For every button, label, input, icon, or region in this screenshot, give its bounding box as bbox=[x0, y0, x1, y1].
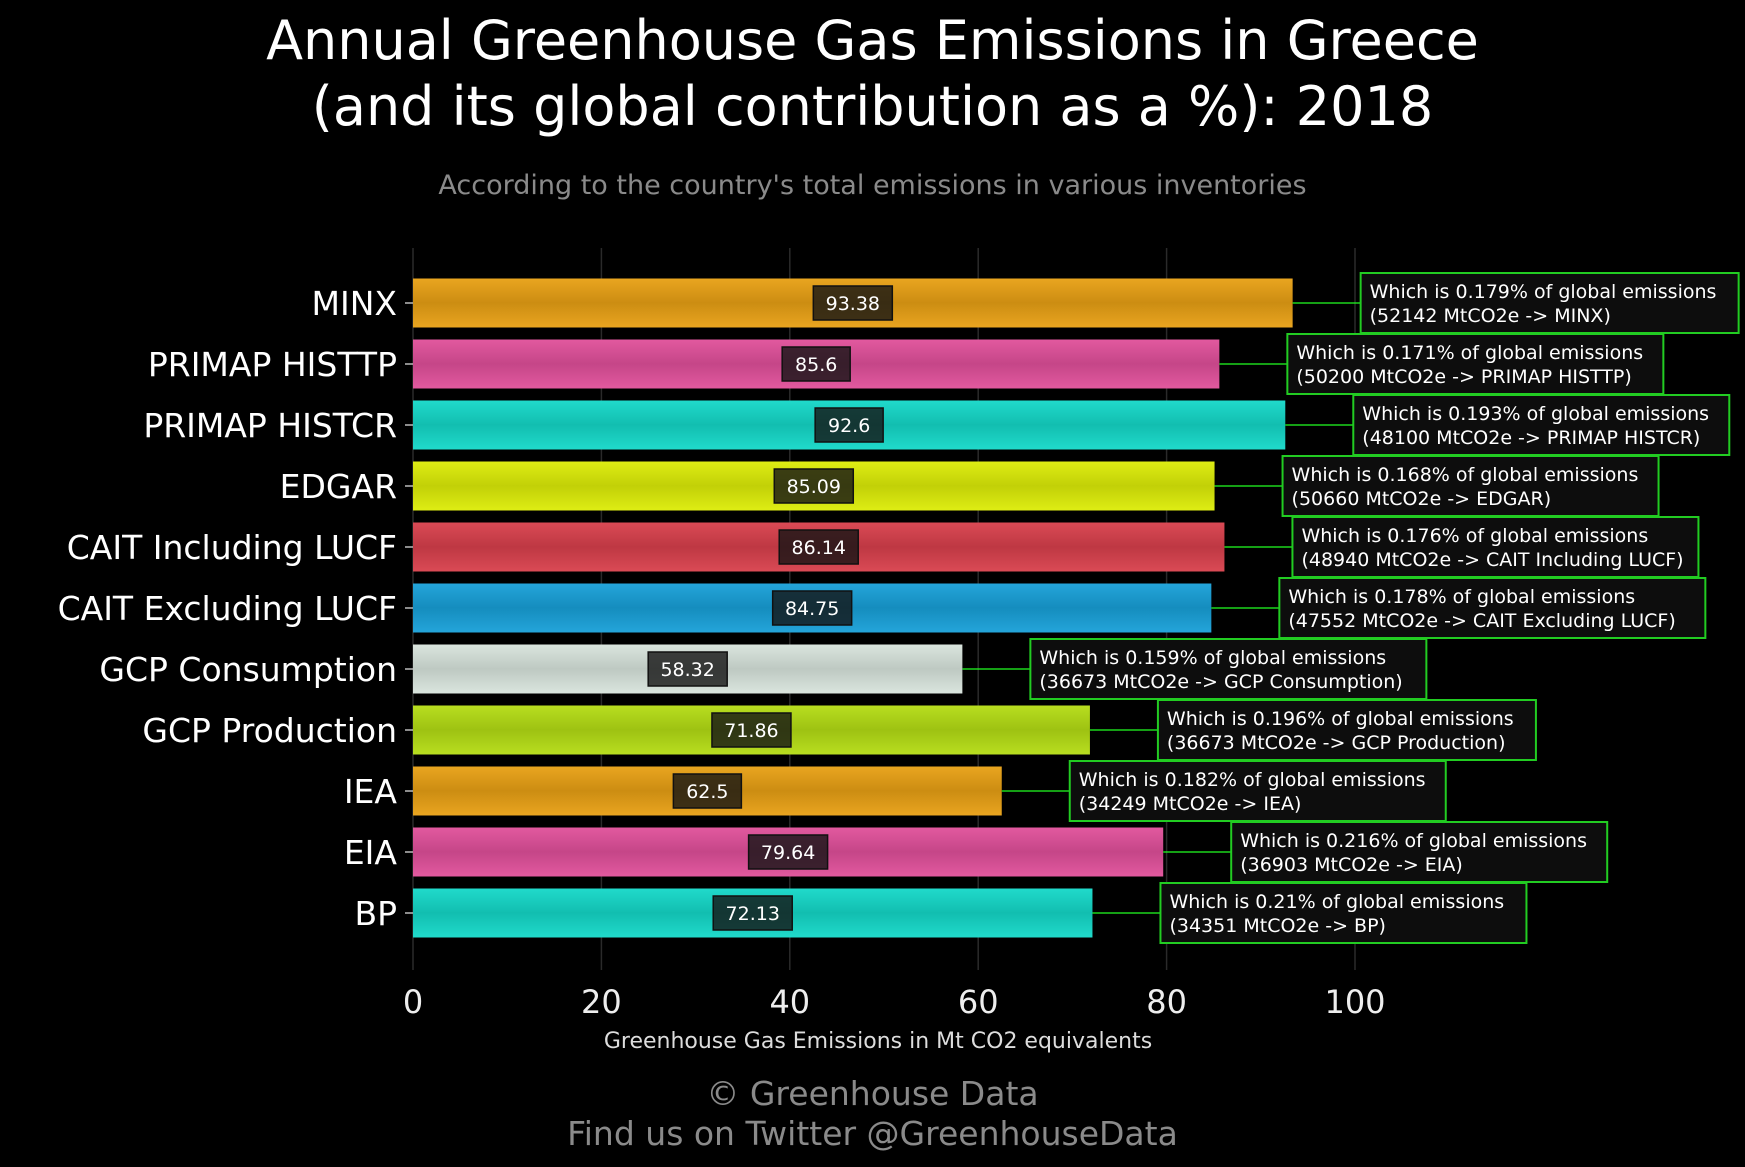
annotation-line-2: (36673 MtCO2e -> GCP Production) bbox=[1167, 732, 1506, 754]
value-label-box bbox=[747, 834, 829, 870]
annotation-line-2: (48100 MtCO2e -> PRIMAP HISTCR) bbox=[1362, 427, 1700, 449]
value-label: 58.32 bbox=[660, 659, 714, 681]
value-label-box bbox=[771, 590, 853, 626]
annotation-line-1: Which is 0.179% of global emissions bbox=[1370, 281, 1717, 303]
annotation-line-1: Which is 0.178% of global emissions bbox=[1288, 586, 1635, 608]
value-label-box bbox=[812, 285, 894, 321]
value-label-box bbox=[711, 712, 792, 748]
category-label: EIA bbox=[344, 833, 398, 872]
annotation-box bbox=[1359, 272, 1740, 334]
category-label: BP bbox=[354, 894, 397, 933]
value-label-box bbox=[814, 407, 884, 443]
x-tick-label: 100 bbox=[1324, 983, 1385, 1021]
category-label: IEA bbox=[344, 772, 398, 811]
annotation-box bbox=[1291, 516, 1700, 578]
annotation-line-2: (34351 MtCO2e -> BP) bbox=[1169, 915, 1386, 937]
annotation-box bbox=[1352, 394, 1731, 456]
bar-group: GCP Consumption 58.32 Which is 0.159% of g… bbox=[99, 638, 1428, 700]
value-label-box bbox=[672, 773, 743, 809]
value-label-box bbox=[778, 529, 859, 565]
category-label: CAIT Excluding LUCF bbox=[58, 589, 397, 628]
x-tick-label: 60 bbox=[958, 983, 999, 1021]
bar-group: PRIMAP HISTTP 85.6 Which is 0.171% of glob… bbox=[148, 333, 1665, 395]
value-label-box bbox=[781, 346, 851, 382]
x-tick-label: 80 bbox=[1146, 983, 1187, 1021]
value-label: 86.14 bbox=[792, 537, 846, 559]
annotation-line-2: (48940 MtCO2e -> CAIT Including LUCF) bbox=[1301, 549, 1683, 571]
annotation-line-1: Which is 0.171% of global emissions bbox=[1296, 342, 1643, 364]
value-label: 93.38 bbox=[826, 293, 880, 315]
footer-twitter: Find us on Twitter @GreenhouseData bbox=[567, 1114, 1178, 1153]
chart-title: Annual Greenhouse Gas Emissions in Greec… bbox=[0, 8, 1745, 140]
annotation-line-2: (52142 MtCO2e -> MINX) bbox=[1370, 305, 1611, 327]
category-label: MINX bbox=[312, 284, 398, 323]
annotation-box bbox=[1281, 455, 1660, 517]
value-label: 85.6 bbox=[795, 354, 837, 376]
annotation-box bbox=[1156, 699, 1537, 761]
annotation-line-2: (36673 MtCO2e -> GCP Consumption) bbox=[1039, 671, 1402, 693]
annotation-line-1: Which is 0.196% of global emissions bbox=[1167, 708, 1514, 730]
annotation-line-1: Which is 0.216% of global emissions bbox=[1240, 830, 1587, 852]
annotation-line-2: (36903 MtCO2e -> EIA) bbox=[1240, 854, 1463, 876]
annotation-line-2: (34249 MtCO2e -> IEA) bbox=[1079, 793, 1302, 815]
bar-group: PRIMAP HISTCR 92.6 Which is 0.193% of glob… bbox=[143, 394, 1731, 456]
value-label-box bbox=[647, 651, 728, 687]
bar-group: MINX 93.38 Which is 0.179% of global emiss… bbox=[312, 272, 1740, 334]
x-tick-label: 0 bbox=[403, 983, 423, 1021]
x-tick-label: 40 bbox=[769, 983, 810, 1021]
category-label: EDGAR bbox=[280, 467, 397, 506]
footer-copyright: © Greenhouse Data bbox=[706, 1074, 1039, 1113]
annotation-line-1: Which is 0.21% of global emissions bbox=[1169, 891, 1504, 913]
bar-group: EDGAR 85.09 Which is 0.168% of global emis… bbox=[280, 455, 1660, 517]
annotation-line-2: (47552 MtCO2e -> CAIT Excluding LUCF) bbox=[1288, 610, 1675, 632]
annotation-box bbox=[1029, 638, 1428, 700]
bar-group: IEA 62.5 Which is 0.182% of global emissio… bbox=[344, 760, 1447, 822]
category-label: PRIMAP HISTCR bbox=[143, 406, 397, 445]
annotation-line-2: (50660 MtCO2e -> EDGAR) bbox=[1292, 488, 1552, 510]
annotation-line-1: Which is 0.182% of global emissions bbox=[1079, 769, 1426, 791]
bar-group: CAIT Excluding LUCF 84.75 Which is 0.178% … bbox=[58, 577, 1707, 639]
value-label: 92.6 bbox=[828, 415, 870, 437]
annotation-line-1: Which is 0.193% of global emissions bbox=[1362, 403, 1709, 425]
bar-group: CAIT Including LUCF 86.14 Which is 0.176% … bbox=[67, 516, 1700, 578]
value-label: 84.75 bbox=[785, 598, 839, 620]
annotation-line-1: Which is 0.168% of global emissions bbox=[1292, 464, 1639, 486]
chart-title-line-2: (and its global contribution as a %): 20… bbox=[311, 75, 1434, 138]
chart-title-line-1: Annual Greenhouse Gas Emissions in Greec… bbox=[266, 9, 1479, 72]
value-label: 71.86 bbox=[724, 720, 778, 742]
value-label-box bbox=[773, 468, 855, 504]
category-label: GCP Consumption bbox=[99, 650, 397, 689]
annotation-box bbox=[1068, 760, 1447, 822]
category-label: CAIT Including LUCF bbox=[67, 528, 397, 567]
annotation-box bbox=[1286, 333, 1665, 395]
value-label: 85.09 bbox=[787, 476, 841, 498]
value-label-box bbox=[712, 895, 793, 931]
category-label: GCP Production bbox=[142, 711, 397, 750]
annotation-line-1: Which is 0.176% of global emissions bbox=[1301, 525, 1648, 547]
bar-group: BP 72.13 Which is 0.21% of global emission… bbox=[354, 882, 1528, 944]
x-axis-label: Greenhouse Gas Emissions in Mt CO2 equiv… bbox=[604, 1029, 1152, 1054]
value-label: 72.13 bbox=[726, 903, 780, 925]
annotation-box bbox=[1278, 577, 1707, 639]
chart-subtitle: According to the country's total emissio… bbox=[438, 170, 1307, 201]
annotation-box bbox=[1159, 882, 1528, 944]
annotation-line-1: Which is 0.159% of global emissions bbox=[1039, 647, 1386, 669]
value-label: 62.5 bbox=[686, 781, 728, 803]
x-tick-label: 20 bbox=[581, 983, 622, 1021]
bar-group: GCP Production 71.86 Which is 0.196% of gl… bbox=[142, 699, 1537, 761]
category-label: PRIMAP HISTTP bbox=[148, 345, 397, 384]
bar-group: EIA 79.64 Which is 0.216% of global emissi… bbox=[344, 821, 1609, 883]
annotation-line-2: (50200 MtCO2e -> PRIMAP HISTTP) bbox=[1296, 366, 1631, 388]
value-label: 79.64 bbox=[761, 842, 815, 864]
